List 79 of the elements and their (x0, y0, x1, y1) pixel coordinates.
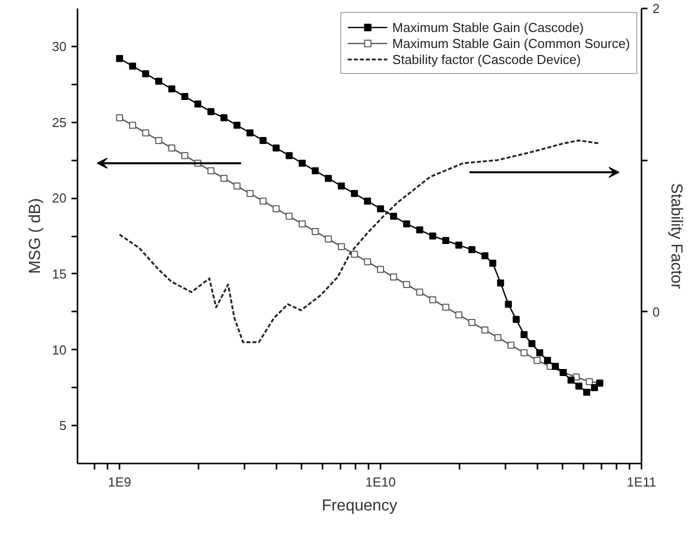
point (442, 237, 450, 244)
point (350, 190, 358, 198)
point (181, 92, 188, 100)
point (142, 129, 150, 136)
point (338, 243, 345, 250)
point (468, 246, 476, 254)
y-tick-label: 5 (59, 418, 67, 434)
point (286, 152, 293, 160)
point (246, 129, 254, 136)
point (220, 114, 228, 122)
point (377, 266, 384, 273)
point (298, 160, 306, 167)
legend-label: Maximum Stable Gain (Common Source) (392, 35, 630, 51)
point (312, 228, 319, 235)
point (246, 190, 254, 198)
point (286, 212, 293, 220)
y-tick-label: 20 (52, 190, 67, 206)
x-tick-label: 1E11 (626, 474, 656, 490)
point (194, 100, 202, 108)
point (272, 205, 280, 212)
point (364, 198, 371, 205)
point (390, 273, 398, 280)
point (260, 136, 267, 144)
y-axis-title: MSG ( dB) (27, 198, 44, 274)
point (416, 288, 424, 296)
point (429, 296, 436, 304)
legend-label: Maximum Stable Gain (Cascode) (392, 19, 584, 35)
point (442, 304, 450, 311)
point (338, 182, 345, 190)
point (455, 311, 462, 318)
point (364, 258, 371, 266)
point (429, 232, 436, 240)
point (168, 144, 176, 152)
x-tick-label: 1E9 (108, 474, 132, 490)
point (220, 174, 228, 182)
point (181, 152, 188, 160)
point (468, 318, 476, 326)
point (481, 252, 488, 260)
point (508, 342, 515, 349)
y-tick-label: 15 (52, 266, 67, 282)
point (207, 167, 214, 174)
point (403, 220, 410, 228)
point (233, 122, 240, 129)
y-tick-label: 10 (52, 342, 67, 358)
point (116, 55, 124, 62)
point (168, 85, 176, 92)
point (390, 212, 398, 220)
point (324, 174, 332, 182)
x-tick-label: 1E10 (365, 474, 396, 490)
point (155, 78, 162, 85)
point (534, 356, 541, 364)
y2-axis-title: Stability Factor (668, 183, 685, 290)
point (350, 250, 358, 258)
point (298, 220, 306, 228)
point (260, 198, 267, 205)
point (116, 114, 124, 122)
point (142, 70, 150, 78)
point (155, 136, 162, 144)
legend-label: Stability factor (Cascode Device) (392, 51, 581, 67)
point (455, 242, 462, 249)
point (324, 236, 332, 243)
point (416, 226, 424, 234)
point (233, 182, 240, 190)
y2-tick-label: 0 (652, 304, 660, 320)
point (207, 108, 214, 116)
point (403, 281, 410, 288)
y2-tick-label: 2 (652, 1, 660, 16)
point (481, 326, 488, 334)
y-tick-label: 30 (52, 38, 67, 54)
y-tick-label: 25 (52, 114, 67, 130)
point (272, 144, 280, 152)
point (586, 378, 593, 386)
point (312, 167, 319, 174)
point (129, 62, 136, 70)
point (520, 349, 528, 356)
point (129, 122, 136, 129)
point (494, 334, 502, 342)
point (377, 205, 384, 212)
x-axis-title: Frequency (322, 498, 398, 514)
